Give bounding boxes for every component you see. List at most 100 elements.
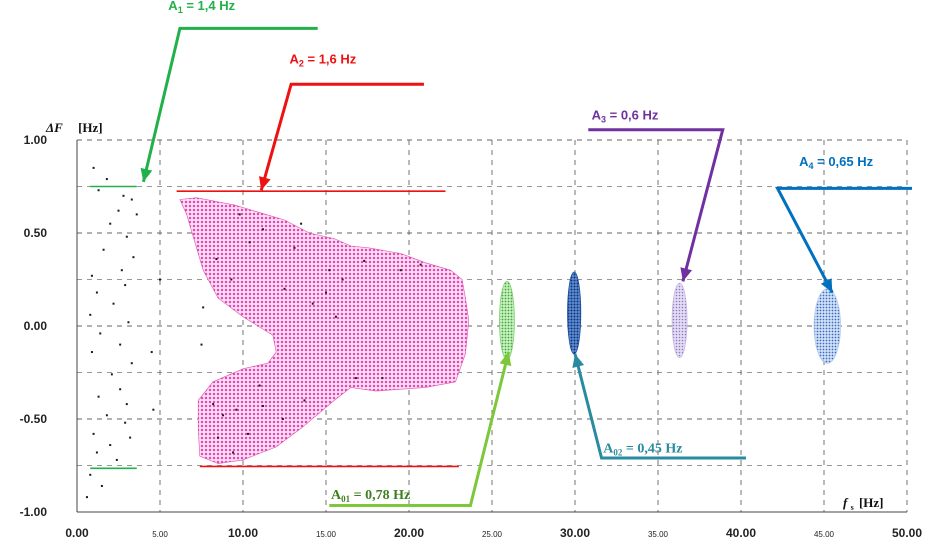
callout-a01: A01 = 0,78 Hz	[329, 351, 512, 507]
data-point	[97, 189, 100, 192]
label-subscript: 3	[601, 115, 606, 125]
y-axis-symbol: ΔF	[45, 120, 63, 135]
data-point	[152, 408, 155, 411]
data-point	[293, 246, 296, 249]
data-point	[102, 248, 105, 251]
y-tick-label: -0.50	[20, 412, 48, 426]
callout-arrow-a4	[775, 186, 912, 294]
label-value: = 0,6 Hz	[606, 108, 659, 123]
data-point	[303, 399, 306, 402]
label-subscript: 4	[808, 161, 813, 171]
x-tick-label: 25.00	[482, 530, 503, 539]
label-subscript: 02	[613, 447, 623, 457]
label-main: A	[331, 488, 342, 503]
data-point	[248, 241, 251, 244]
callout-a02: A02 = 0,45 Hz	[572, 353, 746, 460]
callout-label-a02: A02 = 0,45 Hz	[603, 441, 682, 457]
region-a2	[179, 197, 470, 464]
callout-label-a01: A01 = 0,78 Hz	[331, 488, 410, 504]
callout-label-a1: A1 = 1,4 Hz	[168, 0, 235, 15]
data-point	[117, 209, 120, 212]
data-point	[109, 444, 112, 447]
data-point	[419, 263, 422, 266]
region-a3	[671, 282, 688, 359]
data-point	[222, 414, 225, 417]
region-a02	[567, 271, 582, 355]
data-point	[232, 451, 235, 454]
callout-arrow-a3	[588, 128, 725, 282]
data-point	[105, 414, 108, 417]
scatter-points	[85, 166, 422, 499]
arrowhead-a02	[572, 353, 585, 368]
arrowhead-a01	[499, 352, 512, 367]
data-point	[99, 332, 102, 335]
label-value: = 1,4 Hz	[183, 0, 236, 13]
x-axis-label: f s [Hz]	[843, 495, 884, 513]
data-point	[212, 403, 215, 406]
data-point	[202, 306, 205, 309]
data-point	[238, 213, 241, 216]
data-point	[125, 235, 128, 238]
callout-arrow-a1	[141, 26, 318, 183]
data-point	[283, 287, 286, 290]
data-point	[381, 377, 384, 380]
callout-arrow-a02	[573, 353, 746, 460]
data-point	[119, 388, 122, 391]
label-value: = 0,65 Hz	[814, 154, 874, 169]
data-point	[363, 259, 366, 262]
label-value: = 0,78 Hz	[350, 488, 410, 503]
x-axis-subscript: s	[851, 503, 854, 512]
tick-labels: 0.00 5.00 10.00 15.00 20.00 25.00 30.00 35.00 40…	[20, 133, 923, 540]
x-tick-label: 20.00	[394, 526, 424, 540]
x-tick-label: 40.00	[726, 526, 756, 540]
x-tick-label: 10.00	[228, 526, 258, 540]
data-point	[92, 166, 95, 169]
data-point	[311, 302, 314, 305]
arrowhead-a2	[259, 176, 271, 191]
arrowhead-a1	[140, 167, 153, 182]
data-point	[325, 291, 327, 294]
data-point	[89, 313, 92, 316]
data-point	[132, 256, 135, 259]
data-point	[246, 432, 249, 435]
region-a4	[813, 288, 841, 364]
callout-label-a3: A3 = 0,6 Hz	[592, 108, 659, 125]
x-tick-label: 0.00	[65, 526, 89, 540]
data-point	[120, 269, 123, 272]
callout-arrow-a01	[329, 351, 511, 507]
data-point	[90, 351, 93, 354]
x-axis-symbol: f	[843, 495, 849, 510]
arrowhead-a4	[820, 278, 833, 293]
label-main: A	[289, 52, 299, 67]
data-point	[258, 384, 261, 387]
data-point	[354, 377, 357, 380]
data-point	[85, 496, 88, 499]
arrowhead-a3	[680, 267, 693, 282]
data-point	[110, 373, 113, 376]
x-tick-label: 50.00	[892, 526, 922, 540]
data-point	[215, 258, 218, 261]
data-point	[399, 269, 402, 272]
x-tick-label: 15.00	[316, 530, 337, 539]
data-point	[92, 432, 95, 435]
callout-label-a2: A2 = 1,6 Hz	[289, 52, 356, 69]
data-point	[100, 484, 103, 487]
data-point	[97, 395, 100, 398]
data-point	[328, 269, 331, 272]
data-point	[130, 362, 133, 365]
regions	[90, 185, 841, 470]
x-tick-label: 5.00	[152, 530, 168, 539]
data-point	[127, 321, 130, 324]
x-tick-label: 35.00	[648, 530, 669, 539]
y-tick-label: 0.50	[24, 226, 48, 240]
callout-a2: A2 = 1,6 Hz	[259, 52, 424, 191]
data-point	[200, 343, 203, 346]
data-point	[130, 198, 133, 201]
callout-a3: A3 = 0,6 Hz	[588, 108, 725, 282]
data-point	[129, 436, 132, 439]
callout-a1: A1 = 1,4 Hz	[140, 0, 318, 183]
data-point	[261, 228, 264, 231]
y-tick-label: 0.00	[24, 319, 48, 333]
